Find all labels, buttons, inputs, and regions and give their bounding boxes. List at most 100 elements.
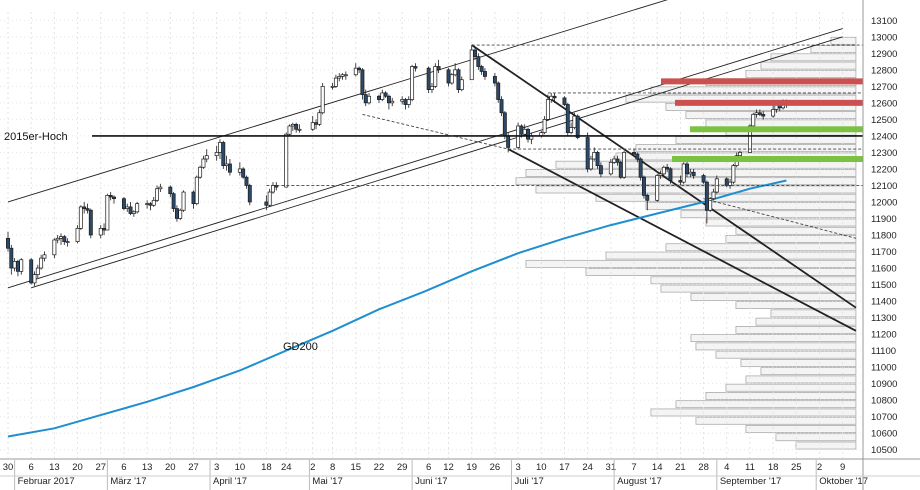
candle-body (685, 163, 689, 175)
volume-profile-bar (650, 86, 857, 95)
candle-body (181, 191, 186, 211)
candle-body (738, 152, 742, 157)
volume-profile-bar (725, 235, 857, 243)
candle-body (430, 85, 434, 90)
y-tick-label: 12600 (871, 98, 897, 109)
volume-profile-bar (605, 251, 857, 260)
candle-body (575, 115, 580, 138)
candle-body (615, 158, 620, 163)
candle-body (645, 195, 650, 201)
candle-body (59, 236, 63, 239)
candle-body (297, 128, 302, 131)
candle-body (552, 95, 557, 99)
candle-body (52, 239, 57, 256)
volume-profile-bar (705, 119, 857, 128)
support-level (672, 156, 863, 163)
candle-body (330, 85, 335, 88)
x-tick-label: 11 (745, 462, 755, 473)
candle-body (502, 112, 507, 137)
volume-profile-bar (755, 317, 857, 326)
x-tick-label: 20 (165, 462, 176, 473)
candle-body (754, 112, 759, 115)
candle-body (711, 191, 716, 200)
candle-body (314, 122, 318, 125)
volume-profile-bar (595, 193, 857, 202)
candle-body (724, 178, 729, 186)
month-label: Juli '17 (514, 476, 543, 487)
volume-profile-bar (725, 383, 857, 392)
candle-body (75, 228, 80, 242)
volume-profile-bar (770, 53, 857, 62)
candle-body (360, 69, 365, 95)
candle-body (459, 79, 464, 90)
x-tick-label: 13 (142, 462, 153, 473)
candle-body (85, 208, 90, 211)
channel-line (7, 28, 843, 289)
y-tick-label: 11500 (871, 280, 897, 291)
candle-body (668, 168, 673, 181)
volume-profile-bar (760, 367, 857, 376)
candle-body (522, 128, 527, 135)
annotation-2015-high: 2015er-Hoch (4, 131, 68, 143)
volume-profile-bar (680, 210, 857, 219)
candle-body (310, 122, 315, 130)
candle-body (549, 95, 554, 100)
candle-body (12, 261, 17, 269)
candle-body (19, 259, 24, 272)
candle-body (264, 201, 269, 206)
candle-body (519, 125, 524, 135)
candle-body (708, 198, 713, 211)
candle-body (380, 92, 385, 100)
candle-body (638, 158, 643, 178)
candle-body (294, 123, 299, 130)
candle-body (757, 112, 762, 115)
candle-body (542, 119, 547, 133)
candle-body (284, 133, 289, 188)
x-tick-label: 2 (310, 462, 315, 473)
candle-body (65, 241, 70, 243)
candle-body (665, 166, 670, 170)
candle-body (194, 176, 199, 204)
volume-profile-bar (515, 177, 857, 186)
candle-body (191, 191, 196, 204)
volume-profile-bar (810, 45, 857, 53)
month-label: April '17 (213, 476, 247, 487)
candle-body (622, 152, 627, 178)
candle-body (171, 193, 176, 209)
resistance-level (675, 99, 863, 106)
candle-body (701, 175, 706, 183)
candle-body (35, 267, 40, 275)
candle-body (492, 76, 497, 84)
x-tick-label: 6 (29, 462, 34, 473)
volume-profile-bar (645, 202, 857, 210)
candle-body (678, 180, 683, 183)
candle-body (585, 137, 590, 170)
candle-body (612, 158, 617, 163)
candle-body (526, 128, 530, 140)
volume-profile-bar (705, 392, 857, 400)
candle-body (271, 185, 275, 193)
candle-body (456, 69, 461, 90)
candle-body (453, 69, 458, 76)
candle-body (661, 166, 666, 175)
y-tick-label: 10500 (871, 445, 897, 456)
candle-body (88, 209, 93, 236)
candle-body (436, 66, 441, 71)
month-label: September '17 (720, 476, 782, 487)
support-level (690, 126, 863, 133)
candle-body (241, 168, 246, 178)
y-tick-label: 12900 (871, 49, 897, 60)
y-tick-label: 13100 (871, 16, 897, 27)
candle-body (108, 195, 113, 198)
y-tick-label: 11800 (871, 231, 897, 242)
candle-body (589, 158, 593, 170)
candle-body (148, 203, 153, 206)
diag-dashed-line (703, 198, 857, 239)
y-tick-label: 12500 (871, 115, 897, 126)
candle-body (410, 66, 415, 100)
candle-body (145, 203, 150, 205)
candle-body (403, 99, 408, 105)
x-tick-label: 4 (724, 462, 729, 473)
x-tick-label: 24 (281, 462, 292, 473)
